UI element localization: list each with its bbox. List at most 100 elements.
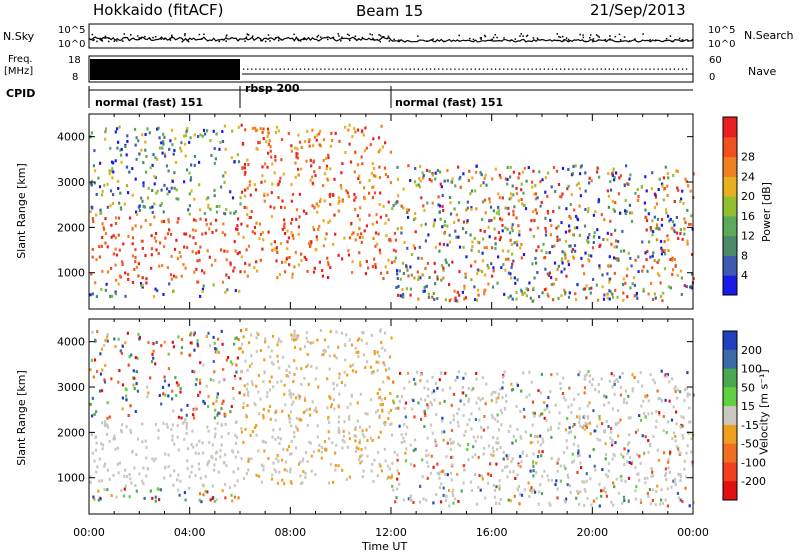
heatmap-cell	[589, 432, 592, 436]
heatmap-cell	[196, 342, 199, 346]
heatmap-cell	[549, 390, 552, 394]
heatmap-cell	[283, 468, 286, 472]
heatmap-cell	[388, 355, 392, 359]
heatmap-cell	[596, 228, 599, 232]
heatmap-cell	[497, 192, 500, 196]
heatmap-cell	[386, 175, 389, 179]
heatmap-cell	[644, 394, 647, 398]
heatmap-cell	[114, 345, 117, 349]
freq-dot	[385, 68, 387, 70]
heatmap-cell	[135, 382, 138, 386]
heatmap-cell	[89, 368, 92, 372]
heatmap-cell	[124, 144, 127, 148]
nsearch-tick-top: 10^5	[708, 25, 736, 36]
heatmap-cell	[668, 452, 672, 456]
heatmap-cell	[302, 411, 305, 414]
heatmap-cell	[425, 454, 428, 458]
heatmap-cell	[495, 447, 499, 451]
heatmap-cell	[311, 181, 314, 185]
heatmap-cell	[664, 398, 667, 402]
heatmap-cell	[134, 224, 137, 228]
heatmap-cell	[308, 138, 311, 142]
nsearch-point	[160, 38, 162, 40]
heatmap-cell	[215, 498, 218, 502]
heatmap-cell	[660, 223, 663, 227]
heatmap-cell	[642, 399, 645, 403]
heatmap-cell	[577, 452, 580, 456]
heatmap-cell	[606, 238, 609, 242]
heatmap-cell	[431, 391, 434, 395]
heatmap-cell	[667, 176, 670, 180]
heatmap-cell	[106, 425, 110, 429]
heatmap-cell	[188, 204, 191, 208]
heatmap-cell	[511, 262, 514, 266]
heatmap-cell	[685, 285, 688, 289]
heatmap-cell	[101, 236, 104, 239]
heatmap-cell	[606, 475, 609, 478]
heatmap-cell	[369, 436, 372, 440]
freq-dot	[336, 68, 338, 70]
heatmap-cell	[474, 189, 477, 193]
heatmap-cell	[127, 191, 130, 195]
colorbar-swatch	[723, 349, 737, 370]
heatmap-cell	[383, 423, 387, 427]
nsearch-point	[260, 39, 262, 42]
heatmap-cell	[414, 216, 417, 220]
heatmap-cell	[306, 352, 309, 356]
heatmap-cell	[209, 378, 213, 382]
heatmap-cell	[562, 376, 565, 380]
heatmap-cell	[290, 440, 293, 443]
heatmap-cell	[229, 410, 232, 414]
heatmap-cell	[564, 500, 567, 504]
nsearch-point	[332, 36, 335, 39]
heatmap-cell	[654, 195, 658, 199]
heatmap-cell	[462, 413, 465, 417]
nsearch-point	[604, 38, 607, 41]
heatmap-cell	[242, 477, 246, 480]
heatmap-cell	[597, 383, 600, 386]
heatmap-cell	[329, 330, 332, 334]
heatmap-cell	[429, 423, 432, 427]
heatmap-cell	[235, 227, 238, 231]
heatmap-cell	[296, 336, 299, 340]
heatmap-cell	[117, 187, 120, 190]
heatmap-cell	[142, 161, 145, 165]
freq-series	[90, 59, 693, 80]
heatmap-cell	[91, 414, 94, 418]
nsearch-point	[337, 33, 339, 35]
nsearch-point	[149, 37, 151, 40]
heatmap-cell	[161, 146, 164, 150]
heatmap-cell	[215, 228, 218, 232]
heatmap-cell	[254, 403, 257, 407]
heatmap-cell	[128, 495, 131, 499]
heatmap-cell	[203, 401, 206, 405]
heatmap-cell	[507, 206, 510, 210]
heatmap-cell	[405, 459, 408, 463]
heatmap-cell	[520, 198, 523, 201]
nsearch-point	[491, 38, 494, 41]
heatmap-cell	[272, 428, 275, 432]
heatmap-cell	[522, 253, 526, 256]
heatmap-cell	[515, 216, 518, 220]
heatmap-cell	[154, 287, 157, 291]
heatmap-cell	[443, 231, 446, 235]
heatmap-cell	[647, 399, 650, 403]
heatmap-cell	[386, 271, 389, 275]
heatmap-cell	[558, 206, 561, 210]
heatmap-cell	[511, 223, 514, 227]
heatmap-cell	[178, 493, 181, 497]
heatmap-cell	[95, 193, 98, 196]
heatmap-cell	[116, 146, 119, 150]
heatmap-cell	[361, 429, 364, 433]
heatmap-cell	[468, 169, 471, 173]
heatmap-cell	[337, 196, 340, 200]
heatmap-cell	[241, 142, 244, 146]
heatmap-cell	[683, 232, 686, 236]
nsearch-point	[642, 33, 644, 35]
nsearch-point	[480, 38, 482, 40]
heatmap-cell	[292, 393, 295, 396]
heatmap-cell	[322, 349, 325, 353]
colorbar-swatch	[723, 117, 737, 138]
heatmap-cell	[238, 289, 241, 293]
heatmap-cell	[413, 276, 416, 280]
